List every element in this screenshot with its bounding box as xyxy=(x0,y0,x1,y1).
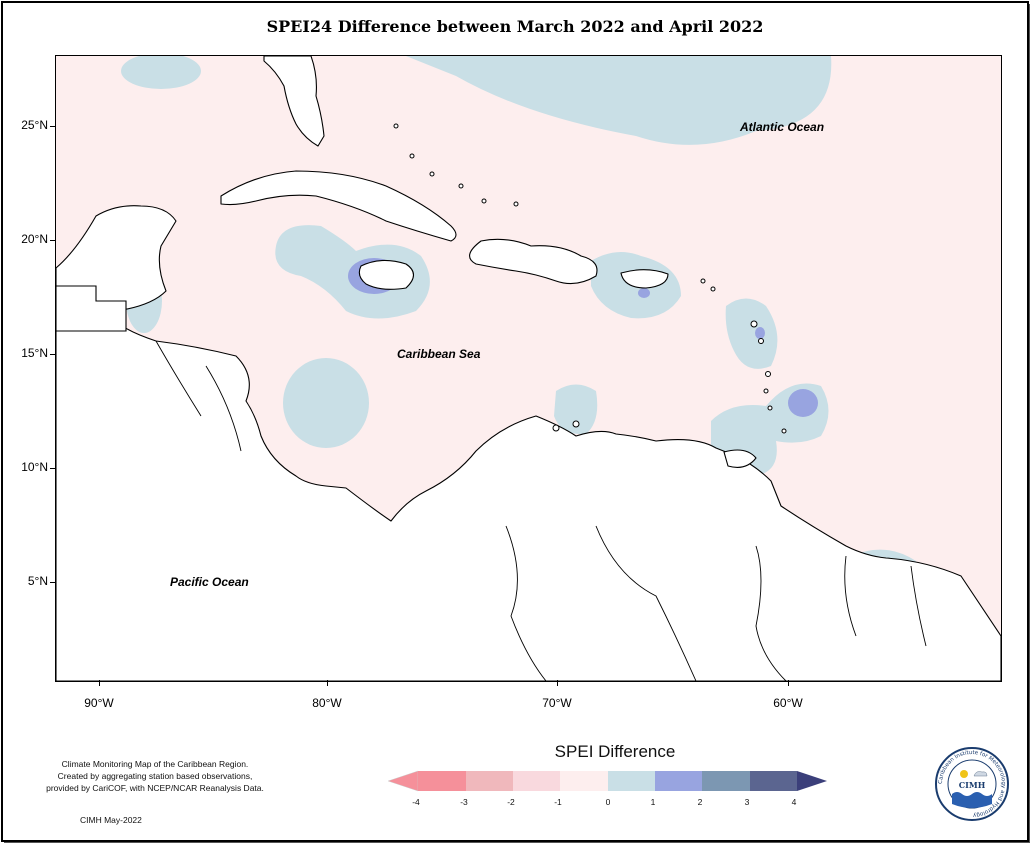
x-tick-label: 90°W xyxy=(84,696,114,710)
credit-line: provided by CariCOF, with NCEP/NCAR Rean… xyxy=(46,783,264,793)
legend-colorbar xyxy=(387,770,827,792)
legend-swatch xyxy=(750,771,797,791)
legend-tick-label: 0 xyxy=(605,797,611,807)
y-tick xyxy=(50,468,55,469)
credit-line: Climate Monitoring Map of the Caribbean … xyxy=(61,759,249,769)
small-islands xyxy=(393,123,787,434)
legend-swatch xyxy=(608,771,655,791)
y-tick xyxy=(50,240,55,241)
legend-title: SPEI Difference xyxy=(554,742,676,761)
legend-swatch xyxy=(466,771,513,791)
legend-swatch xyxy=(560,771,608,791)
land-masses xyxy=(56,56,1001,681)
legend-tick-label: 4 xyxy=(791,797,797,807)
wave-icon xyxy=(952,792,992,808)
credit-text: Climate Monitoring Map of the Caribbean … xyxy=(20,758,290,794)
legend-arrow-high xyxy=(797,771,827,791)
legend-tick-label: -2 xyxy=(507,797,515,807)
legend-tick-label: 3 xyxy=(744,797,750,807)
legend-swatch xyxy=(702,771,750,791)
y-tick-label: 15°N xyxy=(21,346,48,360)
y-tick xyxy=(50,582,55,583)
legend-tick-label: 1 xyxy=(650,797,656,807)
sun-icon xyxy=(960,770,968,778)
legend-tick-label: -4 xyxy=(412,797,420,807)
y-tick xyxy=(50,126,55,127)
country-borders xyxy=(155,340,927,681)
map-canvas xyxy=(56,56,1001,681)
legend-swatch xyxy=(513,771,560,791)
x-tick-label: 60°W xyxy=(773,696,803,710)
x-tick xyxy=(788,680,789,686)
legend-swatch xyxy=(418,771,466,791)
y-tick-label: 10°N xyxy=(21,460,48,474)
y-tick xyxy=(50,354,55,355)
y-tick-label: 25°N xyxy=(21,118,48,132)
pacific-ocean-label: Pacific Ocean xyxy=(170,575,249,589)
map-title: SPEI24 Difference between March 2022 and… xyxy=(266,17,764,36)
x-tick-label: 80°W xyxy=(312,696,342,710)
logo-text: CIMH xyxy=(959,780,986,790)
legend-swatch xyxy=(655,771,702,791)
legend-tick-label: -1 xyxy=(554,797,562,807)
legend-arrow-low xyxy=(387,770,419,792)
x-tick xyxy=(557,680,558,686)
cimh-logo: Caribbean Institute for Meteorology and … xyxy=(935,747,1009,821)
x-tick-label: 70°W xyxy=(542,696,572,710)
x-tick xyxy=(99,680,100,686)
y-tick-label: 5°N xyxy=(27,574,48,588)
y-tick-label: 20°N xyxy=(21,232,48,246)
legend-tick-label: -3 xyxy=(460,797,468,807)
atlantic-ocean-label: Atlantic Ocean xyxy=(740,120,825,134)
credit-date: CIMH May-2022 xyxy=(80,815,142,825)
credit-line: Created by aggregating station based obs… xyxy=(57,771,253,781)
caribbean-sea-label: Caribbean Sea xyxy=(397,347,481,361)
legend-tick-label: 2 xyxy=(697,797,703,807)
map-panel xyxy=(55,55,1002,682)
x-tick xyxy=(327,680,328,686)
yucatan xyxy=(56,285,127,332)
cloud-icon xyxy=(973,771,988,777)
